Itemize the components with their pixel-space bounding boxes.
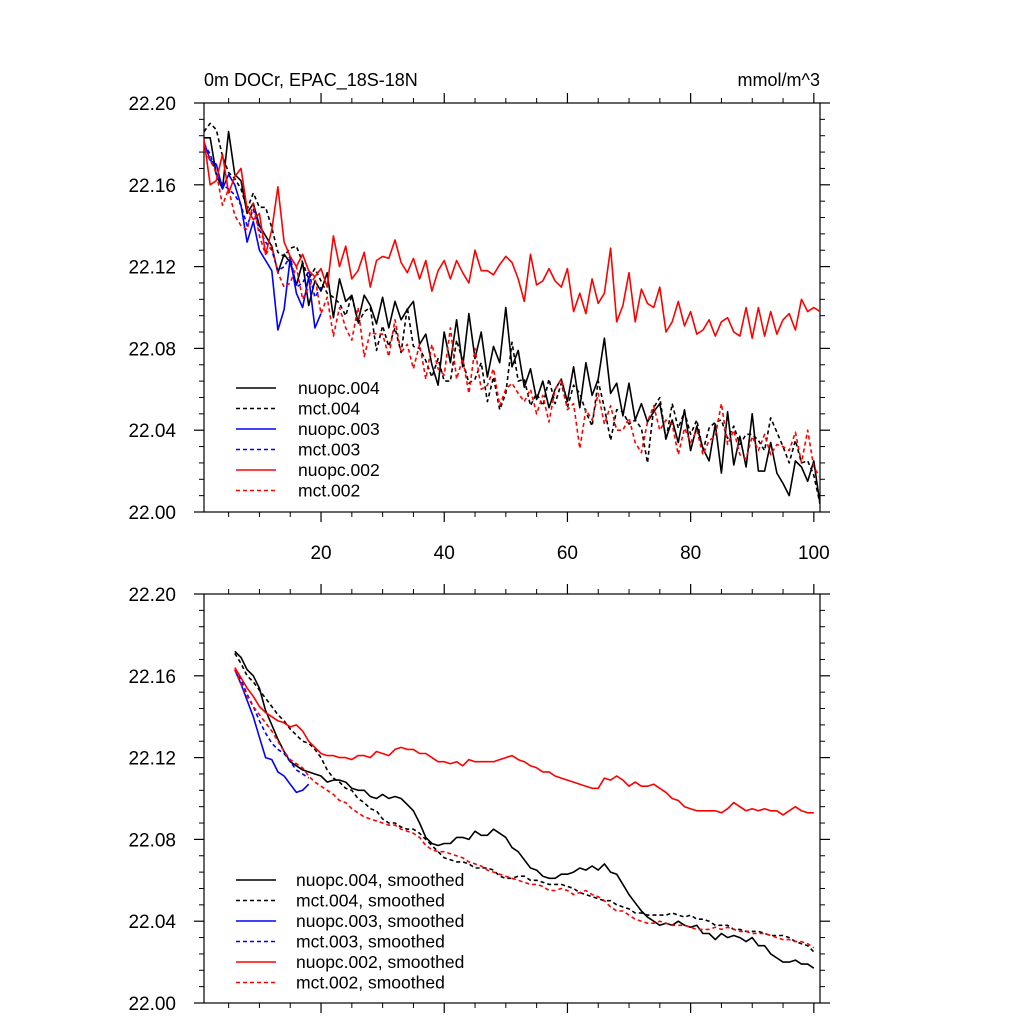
panel2-series-group xyxy=(234,650,815,969)
panel1-y-tick-label: 22.04 xyxy=(128,421,176,442)
panel2-series-3-line xyxy=(234,669,310,779)
panel2-y-tick-label: 22.12 xyxy=(128,749,176,770)
panel1-plot-frame xyxy=(203,102,821,513)
chart-units: mmol/m^3 xyxy=(738,70,820,90)
panel2-plot-frame xyxy=(203,593,821,1004)
panel1-series-5-line xyxy=(204,149,820,478)
panel2-y-tick-label: 22.16 xyxy=(128,667,176,688)
panel1-legend-label: nuopc.004 xyxy=(298,378,380,398)
panel2-y-tick-label: 22.20 xyxy=(128,585,176,606)
panel1-series-2-line xyxy=(204,141,322,331)
panel2-legend-label: mct.004, smoothed xyxy=(296,891,445,911)
panel2-legend-label: nuopc.004, smoothed xyxy=(296,870,464,890)
panel2-legend-label: mct.002, smoothed xyxy=(296,973,445,993)
panel1-x-tick-label: 40 xyxy=(434,543,455,564)
panel2-y-tick-label: 22.00 xyxy=(128,994,176,1015)
panel2-series-0-line xyxy=(234,650,815,969)
chart-title: 0m DOCr, EPAC_18S-18N xyxy=(204,70,418,91)
panel2-y-tick-label: 22.08 xyxy=(128,830,176,851)
panel2-legend-label: nuopc.003, smoothed xyxy=(296,911,464,931)
panel1-series-3-line xyxy=(204,143,322,299)
panel1-series-4-line xyxy=(204,139,820,339)
top-panel: 22.00 22.04 22.08 22.12 22.16 22.20 20 40 60 80 10… xyxy=(128,93,830,564)
panel2-series-4-line xyxy=(234,667,814,816)
panel1-y-tick-label: 22.08 xyxy=(128,339,176,360)
panel1-y-tick-label: 22.20 xyxy=(128,94,176,115)
panel1-legend-label: nuopc.002 xyxy=(298,460,380,480)
panel1-y-tick-label: 22.16 xyxy=(128,176,176,197)
panel1-x-tick-label: 100 xyxy=(798,543,830,564)
panel1-y-tick-label: 22.00 xyxy=(128,503,176,524)
panel2-legend-label: mct.003, smoothed xyxy=(296,932,445,952)
panel1-legend-label: nuopc.003 xyxy=(298,419,380,439)
panel1-x-tick-label: 20 xyxy=(310,543,331,564)
panel1-series-1-line xyxy=(204,122,820,504)
panel2-y-tick-label: 22.04 xyxy=(128,912,176,933)
panel1-y-tick-label: 22.12 xyxy=(128,258,176,279)
panel1-legend-label: mct.002 xyxy=(298,481,360,501)
panel1-x-tick-label: 80 xyxy=(680,543,701,564)
panel1-legend-label: mct.003 xyxy=(298,440,360,460)
panel2-legend-label: nuopc.002, smoothed xyxy=(296,952,464,972)
bottom-panel: 22.00 22.04 22.08 22.12 22.16 22.20 nuopc.004,… xyxy=(128,584,830,1015)
panel2-series-1-line xyxy=(234,652,815,953)
panel1-series-group xyxy=(204,122,820,504)
panel1-x-tick-label: 60 xyxy=(557,543,578,564)
panel1-legend-label: mct.004 xyxy=(298,399,361,419)
panel2-series-2-line xyxy=(234,669,310,794)
